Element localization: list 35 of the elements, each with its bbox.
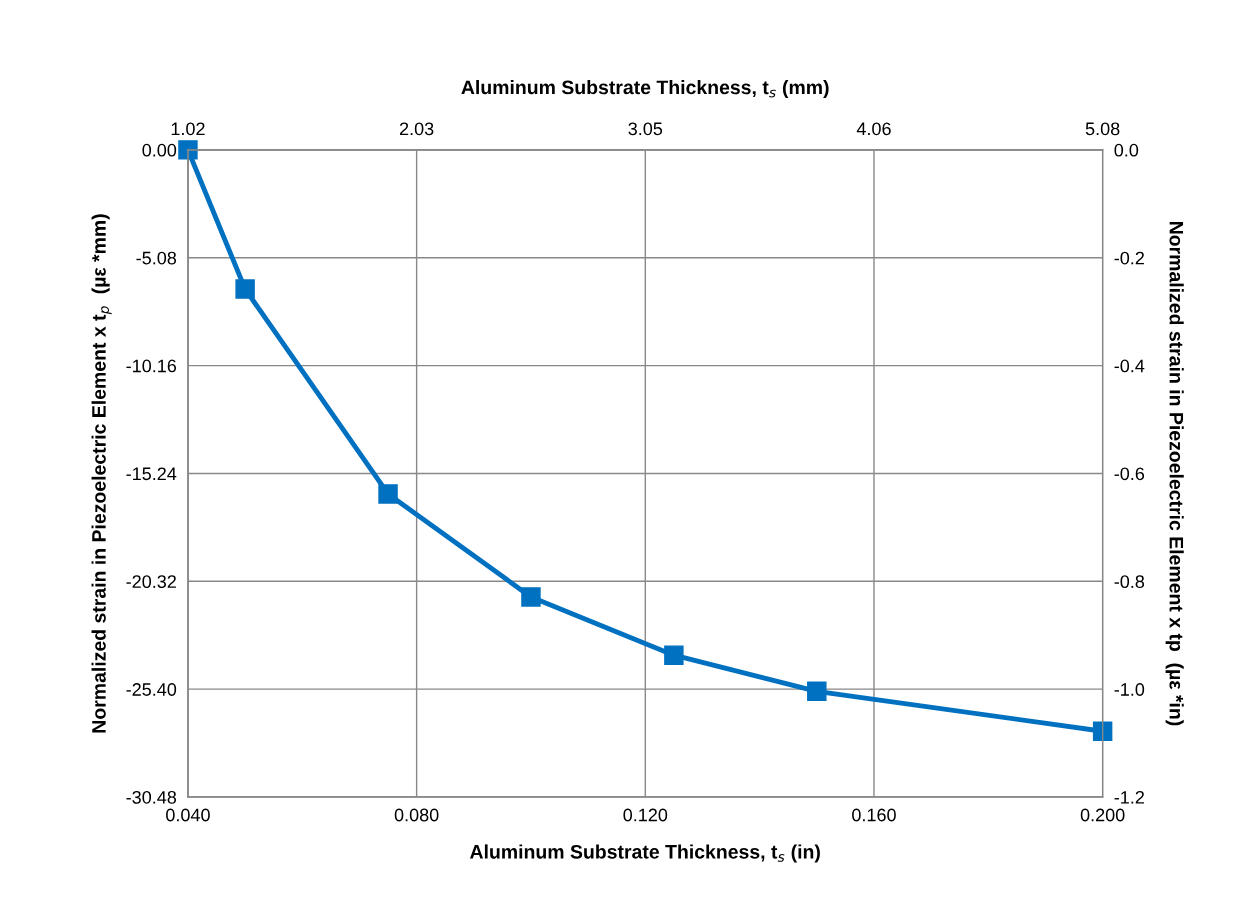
x-tick-label: 0.120 <box>623 808 668 822</box>
y-axis-title: Normalized strain in Piezoelectric Element x t$_{p}$ (µε *mm) <box>91 214 112 733</box>
y2-tick-label: -1.0 <box>1114 683 1145 696</box>
y2-axis-title: Normalized strain in Piezoelectric Element x tp (µε *in) <box>1165 221 1184 726</box>
x2-tick-label: 5.08 <box>1085 122 1120 136</box>
point <box>807 681 827 702</box>
point <box>664 645 684 665</box>
x-tick-label: 0.160 <box>852 808 896 822</box>
y2-tick-label: -0.8 <box>1114 575 1145 589</box>
y2-tick-label: -0.2 <box>1114 251 1144 265</box>
y-tick-label: 0.00 <box>142 143 177 157</box>
x2-tick-label: 2.03 <box>399 122 434 136</box>
y-tick-label: -10.16 <box>126 359 177 373</box>
point <box>178 140 198 160</box>
x2-tick-label: 3.05 <box>628 122 663 136</box>
x2-axis-title: Aluminum Substrate Thickness, t$_{s}$ (mm) <box>461 79 829 99</box>
x2-tick-label: 1.02 <box>171 122 205 136</box>
y2-tick-label: -0.6 <box>1114 467 1145 481</box>
point <box>378 484 398 504</box>
y-tick-label: -15.24 <box>126 467 177 481</box>
x-tick-label: 0.200 <box>1080 808 1125 822</box>
point <box>235 279 255 299</box>
y2-tick-label: -1.2 <box>1114 790 1144 804</box>
y-tick-label: -30.48 <box>126 790 177 804</box>
y-tick-label: -25.40 <box>126 683 177 696</box>
y2-tick-label: -0.4 <box>1114 359 1145 373</box>
x-tick-label: 0.040 <box>166 808 210 822</box>
y-tick-label: -20.32 <box>126 575 176 589</box>
y-tick-label: -5.08 <box>136 251 177 265</box>
point <box>521 587 541 607</box>
y2-tick-label: 0.0 <box>1114 143 1139 157</box>
x2-tick-label: 4.06 <box>856 122 891 136</box>
x-axis-title: Aluminum Substrate Thickness, t$_{s}$ (in) <box>470 844 820 863</box>
point <box>1092 721 1113 741</box>
x-tick-label: 0.080 <box>394 808 439 822</box>
